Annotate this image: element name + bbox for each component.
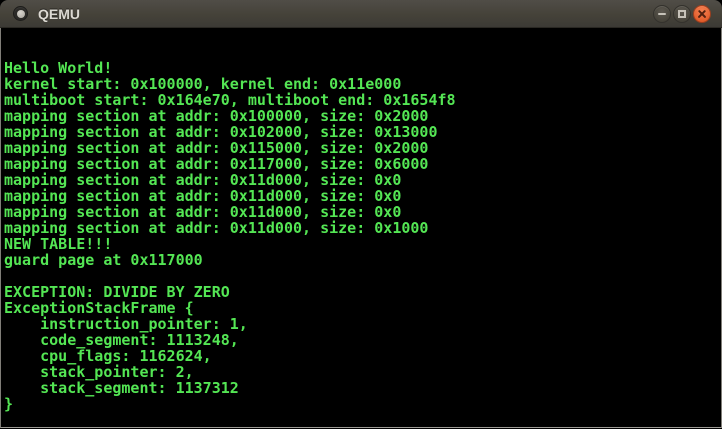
minimize-icon bbox=[658, 13, 666, 15]
terminal-line: mapping section at addr: 0x100000, size:… bbox=[4, 107, 429, 125]
terminal-output: Hello World! kernel start: 0x100000, kern… bbox=[1, 28, 721, 412]
terminal-line: mapping section at addr: 0x115000, size:… bbox=[4, 139, 429, 157]
window-title: QEMU bbox=[38, 5, 80, 22]
terminal-line: instruction_pointer: 1, bbox=[4, 315, 248, 333]
terminal-line: mapping section at addr: 0x11d000, size:… bbox=[4, 203, 402, 221]
terminal-line: } bbox=[4, 395, 14, 413]
terminal-line: guard page at 0x117000 bbox=[4, 251, 203, 269]
terminal-line: mapping section at addr: 0x11d000, size:… bbox=[4, 187, 402, 205]
terminal-line: mapping section at addr: 0x117000, size:… bbox=[4, 155, 429, 173]
qemu-window-icon bbox=[13, 6, 28, 21]
terminal-line: NEW TABLE!!! bbox=[4, 235, 113, 253]
icon-dot bbox=[16, 9, 25, 18]
terminal-line: EXCEPTION: DIVIDE BY ZERO bbox=[4, 283, 230, 301]
terminal-line: stack_pointer: 2, bbox=[4, 363, 194, 381]
terminal-line: mapping section at addr: 0x11d000, size:… bbox=[4, 219, 429, 237]
terminal-line: multiboot start: 0x164e70, multiboot end… bbox=[4, 91, 456, 109]
terminal-line: ExceptionStackFrame { bbox=[4, 299, 194, 317]
terminal-line: Hello World! bbox=[4, 59, 113, 77]
close-icon bbox=[697, 9, 707, 19]
close-button[interactable] bbox=[693, 5, 711, 23]
window-controls bbox=[653, 5, 711, 23]
maximize-button[interactable] bbox=[673, 5, 691, 23]
maximize-icon bbox=[678, 10, 686, 18]
minimize-button[interactable] bbox=[653, 5, 671, 23]
terminal-line: code_segment: 1113248, bbox=[4, 331, 239, 349]
titlebar[interactable]: QEMU bbox=[0, 0, 722, 28]
terminal-line: kernel start: 0x100000, kernel end: 0x11… bbox=[4, 75, 402, 93]
terminal-line: stack_segment: 1137312 bbox=[4, 379, 239, 397]
terminal-line: cpu_flags: 1162624, bbox=[4, 347, 212, 365]
terminal-line bbox=[4, 268, 721, 284]
vga-screen[interactable]: Hello World! kernel start: 0x100000, kern… bbox=[0, 28, 722, 428]
terminal-line: mapping section at addr: 0x102000, size:… bbox=[4, 123, 438, 141]
terminal-line: mapping section at addr: 0x11d000, size:… bbox=[4, 171, 402, 189]
